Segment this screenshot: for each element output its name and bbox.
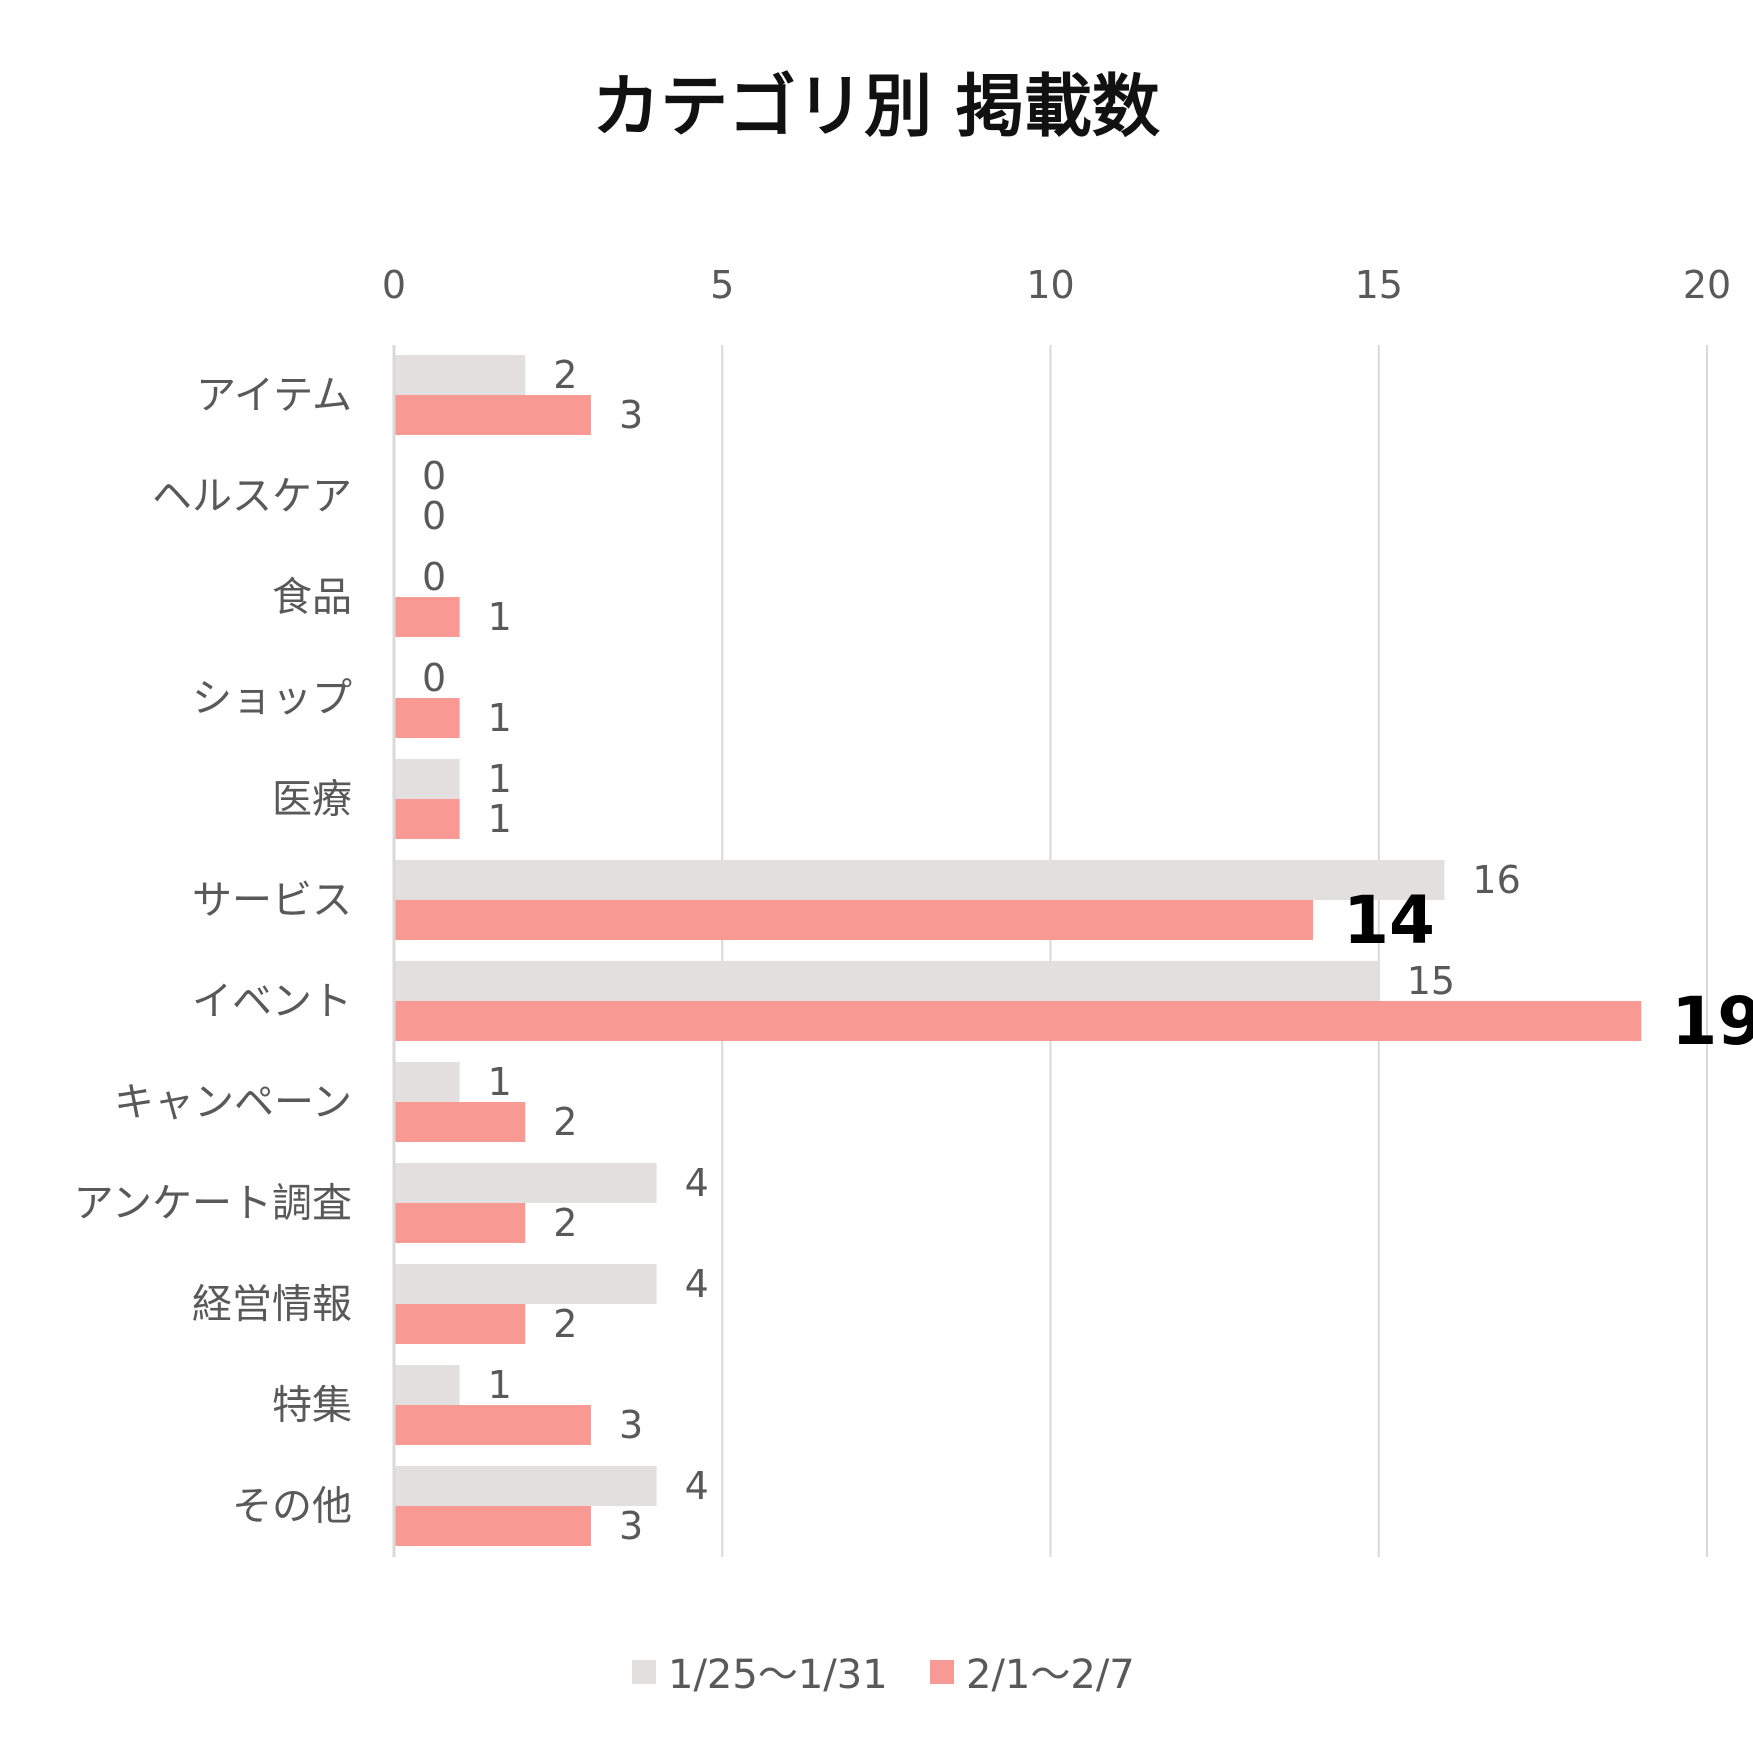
data-label: 0 [422, 656, 446, 700]
bar-series-2 [394, 1001, 1642, 1041]
category-label: ショップ [192, 676, 352, 722]
category-label: イベント [192, 979, 352, 1025]
bar-series-2 [394, 900, 1314, 940]
data-label: 1 [488, 797, 512, 841]
bar-series-2 [394, 597, 460, 637]
data-label: 0 [422, 454, 446, 498]
legend-label: 1/25〜1/31 [668, 1652, 888, 1698]
bar-series-2 [394, 1405, 591, 1445]
data-label: 3 [619, 393, 643, 437]
data-label: 15 [1407, 959, 1455, 1003]
data-label: 16 [1472, 858, 1520, 902]
category-label: 食品 [272, 575, 352, 621]
bar-series-1 [394, 355, 526, 395]
data-label: 2 [553, 353, 577, 397]
x-tick-label: 5 [710, 263, 734, 307]
x-tick-label: 20 [1683, 263, 1731, 307]
category-label: 医療 [272, 777, 352, 823]
category-label: その他 [232, 1484, 352, 1530]
bar-series-2 [394, 395, 591, 435]
data-label: 2 [553, 1100, 577, 1144]
category-label: キャンペーン [114, 1080, 352, 1126]
category-label: ヘルスケア [152, 474, 352, 520]
data-label: 4 [685, 1464, 709, 1508]
data-label: 19 [1671, 983, 1753, 1060]
data-label: 2 [553, 1201, 577, 1245]
bar-series-1 [394, 1264, 657, 1304]
category-label: サービス [192, 878, 352, 924]
bar-series-1 [394, 860, 1445, 900]
x-tick-label: 10 [1026, 263, 1074, 307]
x-tick-label: 0 [382, 263, 406, 307]
category-label: アンケート調査 [74, 1181, 352, 1227]
data-label: 0 [422, 494, 446, 538]
data-label: 1 [488, 696, 512, 740]
bar-series-2 [394, 799, 460, 839]
bar-series-2 [394, 1304, 526, 1344]
bar-series-2 [394, 698, 460, 738]
bar-series-1 [394, 961, 1379, 1001]
data-label: 4 [685, 1262, 709, 1306]
category-label: 特集 [272, 1383, 352, 1429]
bar-series-2 [394, 1203, 526, 1243]
data-label: 2 [553, 1302, 577, 1346]
legend-label: 2/1〜2/7 [966, 1652, 1135, 1698]
data-label: 1 [488, 595, 512, 639]
bar-series-1 [394, 1365, 460, 1405]
data-label: 1 [488, 1363, 512, 1407]
bar-series-1 [394, 1163, 657, 1203]
data-label: 14 [1343, 882, 1435, 959]
bar-series-2 [394, 1506, 591, 1546]
legend-swatch [930, 1660, 954, 1684]
data-label: 3 [619, 1403, 643, 1447]
data-label: 1 [488, 757, 512, 801]
data-label: 1 [488, 1060, 512, 1104]
category-label: アイテム [196, 373, 352, 419]
bar-series-1 [394, 1062, 460, 1102]
chart-title: カテゴリ別 掲載数 [592, 68, 1160, 147]
data-label: 0 [422, 555, 446, 599]
bar-series-2 [394, 1102, 526, 1142]
bar-series-1 [394, 759, 460, 799]
category-label: 経営情報 [192, 1282, 352, 1328]
data-label: 3 [619, 1504, 643, 1548]
legend-swatch [632, 1660, 656, 1684]
x-tick-label: 15 [1355, 263, 1403, 307]
data-label: 4 [685, 1161, 709, 1205]
bar-series-1 [394, 1466, 657, 1506]
